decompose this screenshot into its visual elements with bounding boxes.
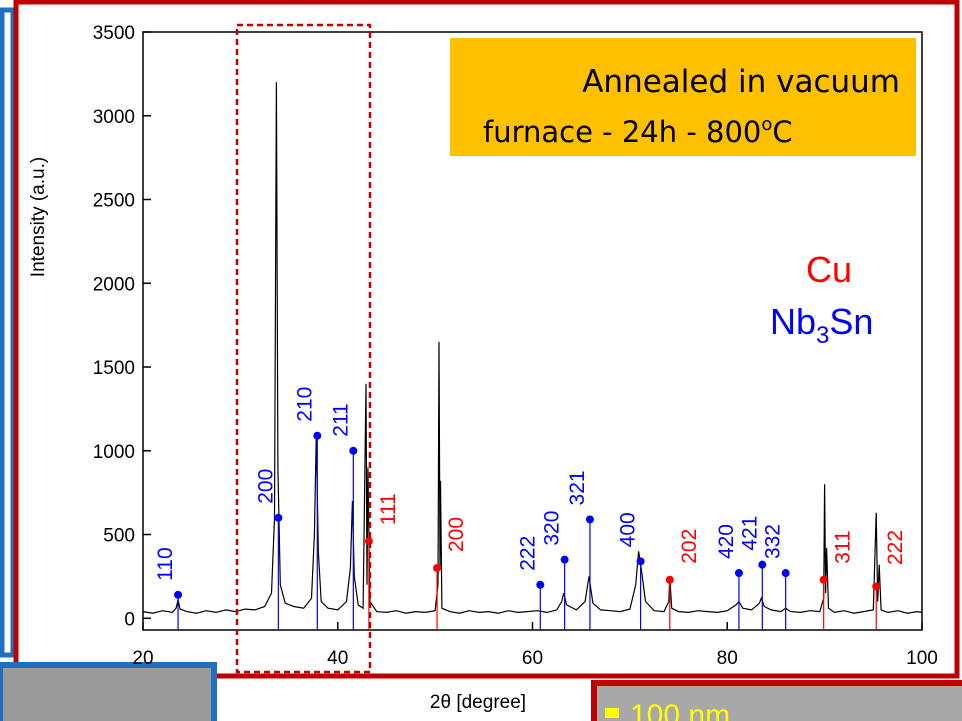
reference-marker: [561, 556, 569, 564]
y-tick-label: 3000: [93, 107, 135, 128]
reference-marker: [735, 569, 743, 577]
frame-blue: [2, 10, 13, 655]
legend-text: Sn: [829, 301, 873, 342]
reference-label: 200: [445, 517, 468, 552]
reference-label: 210: [293, 387, 316, 422]
annotation-sup: o: [761, 114, 772, 135]
reference-marker: [174, 591, 182, 599]
annotation-text: furnace - 24h - 800: [483, 115, 761, 149]
x-axis-title: 2θ [degree]: [430, 692, 526, 713]
reference-label: 222: [884, 530, 907, 565]
sem-image: [0, 665, 214, 721]
reference-marker: [274, 514, 282, 522]
x-tick-label: 80: [717, 648, 738, 669]
x-tick-label: 40: [327, 648, 348, 669]
reference-marker: [637, 557, 645, 565]
y-tick-label: 1500: [93, 358, 135, 379]
y-axis-title: Intensity (a.u.): [28, 157, 49, 277]
spectrum-line: [143, 82, 922, 613]
reference-label: 420: [715, 524, 738, 559]
reference-marker: [349, 447, 357, 455]
reference-label: 200: [254, 469, 277, 504]
x-tick-label: 100: [906, 648, 938, 669]
annotation: Annealed in vacuum: [582, 64, 900, 100]
reference-label: 311: [832, 530, 855, 563]
x-tick-label: 60: [522, 648, 543, 669]
reference-label: 202: [678, 529, 701, 564]
legend-entry: Cu: [806, 249, 852, 290]
legend-text: Nb: [770, 301, 816, 342]
reference-label: 321: [566, 470, 589, 505]
reference-marker: [782, 569, 790, 577]
reference-label: 110: [154, 547, 177, 580]
page: 100 nm 0 500 1000 1500 2000 2500 3000 3500 20 40 6…: [0, 0, 962, 721]
y-tick-label: 2500: [93, 191, 135, 212]
annotation: furnace - 24h - 800oC: [483, 114, 793, 149]
reference-marker: [586, 515, 594, 523]
reference-marker: [758, 561, 766, 569]
reference-label: 332: [762, 524, 785, 559]
reference-marker: [313, 432, 321, 440]
y-tick-label: 3500: [93, 23, 135, 44]
y-tick-label: 0: [124, 609, 135, 630]
reference-label: 400: [617, 512, 640, 547]
y-tick-label: 500: [103, 526, 135, 547]
reference-label: 111: [377, 493, 400, 525]
reference-marker: [433, 564, 441, 572]
scale-label: 100 nm: [630, 699, 730, 721]
reference-marker: [666, 576, 674, 584]
legend-sub: 3: [816, 322, 829, 349]
reference-marker: [536, 581, 544, 589]
reference-label: 421: [738, 516, 761, 551]
reference-label: 320: [541, 511, 564, 546]
x-tick-label: 20: [132, 648, 153, 669]
y-tick-label: 2000: [93, 274, 135, 295]
reference-label: 211: [329, 403, 352, 436]
annotation-text: C: [772, 115, 792, 149]
reference-marker: [820, 576, 828, 584]
scale-bar: [605, 708, 619, 718]
legend-entry: Nb3Sn: [770, 301, 873, 349]
reference-marker: [872, 582, 880, 590]
reference-label: 222: [516, 536, 539, 571]
y-tick-label: 1000: [93, 442, 135, 463]
